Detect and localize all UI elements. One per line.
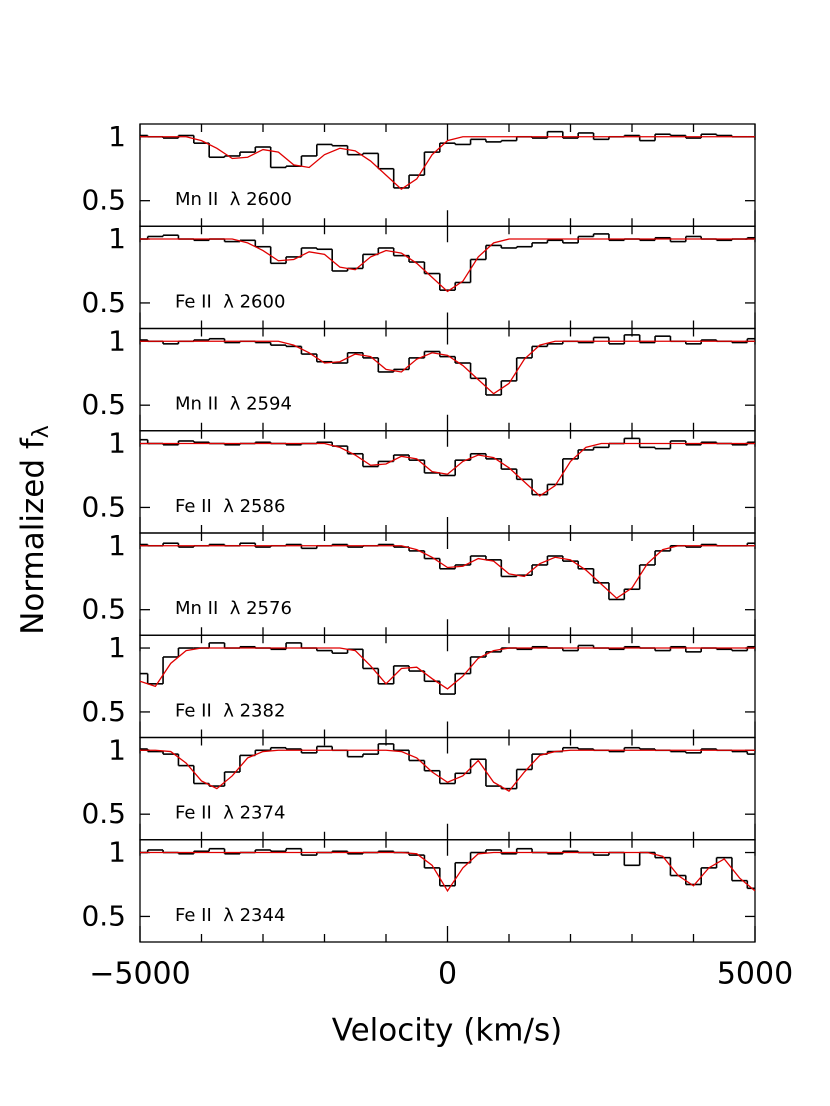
model-line bbox=[140, 238, 755, 293]
y-tick-label: 1 bbox=[108, 324, 126, 357]
data-step-riser bbox=[146, 438, 749, 495]
y-tick-label: 0.5 bbox=[81, 797, 126, 830]
y-axis-label: Normalized fλ bbox=[15, 425, 55, 635]
panel-label: Mn II λ 2600 bbox=[175, 189, 292, 210]
model-line bbox=[139, 647, 755, 690]
panel-label: Mn II λ 2576 bbox=[175, 598, 292, 619]
y-tick-label: 0.5 bbox=[81, 490, 126, 523]
y-tick-label: 1 bbox=[108, 836, 126, 869]
y-tick-label: 1 bbox=[108, 427, 126, 460]
panel-label: Fe II λ 2344 bbox=[175, 905, 285, 926]
y-tick-label: 0.5 bbox=[81, 695, 126, 728]
y-axis-label-text: Normalized f bbox=[15, 437, 51, 635]
panel-label: Fe II λ 2586 bbox=[175, 496, 285, 517]
y-tick-label: 1 bbox=[108, 222, 126, 255]
y-tick-label: 0.5 bbox=[81, 388, 126, 421]
model-line bbox=[140, 340, 755, 395]
panel-label: Fe II λ 2382 bbox=[175, 700, 285, 721]
model-line bbox=[140, 851, 756, 893]
model-line bbox=[140, 442, 755, 497]
y-tick-label: 1 bbox=[108, 631, 126, 664]
model-line bbox=[140, 136, 755, 191]
y-tick-label: 0.5 bbox=[81, 286, 126, 319]
x-tick-label: 0 bbox=[438, 957, 457, 992]
model-line bbox=[140, 545, 755, 600]
model-line bbox=[140, 749, 755, 793]
y-tick-label: 1 bbox=[108, 733, 126, 766]
y-tick-label: 1 bbox=[108, 120, 126, 153]
y-tick-label: 0.5 bbox=[81, 899, 126, 932]
x-axis-label: Velocity (km/s) bbox=[332, 1013, 562, 1049]
panel-label: Fe II λ 2374 bbox=[175, 803, 285, 824]
panel-label: Fe II λ 2600 bbox=[175, 291, 285, 312]
y-tick-label: 0.5 bbox=[81, 593, 126, 626]
x-tick-label: 5000 bbox=[717, 957, 793, 992]
y-tick-label: 1 bbox=[108, 529, 126, 562]
y-tick-label: 0.5 bbox=[81, 184, 126, 217]
x-tick-label: −5000 bbox=[89, 957, 190, 992]
panel-label: Mn II λ 2594 bbox=[175, 394, 292, 415]
y-axis-label-subscript: λ bbox=[29, 425, 54, 438]
